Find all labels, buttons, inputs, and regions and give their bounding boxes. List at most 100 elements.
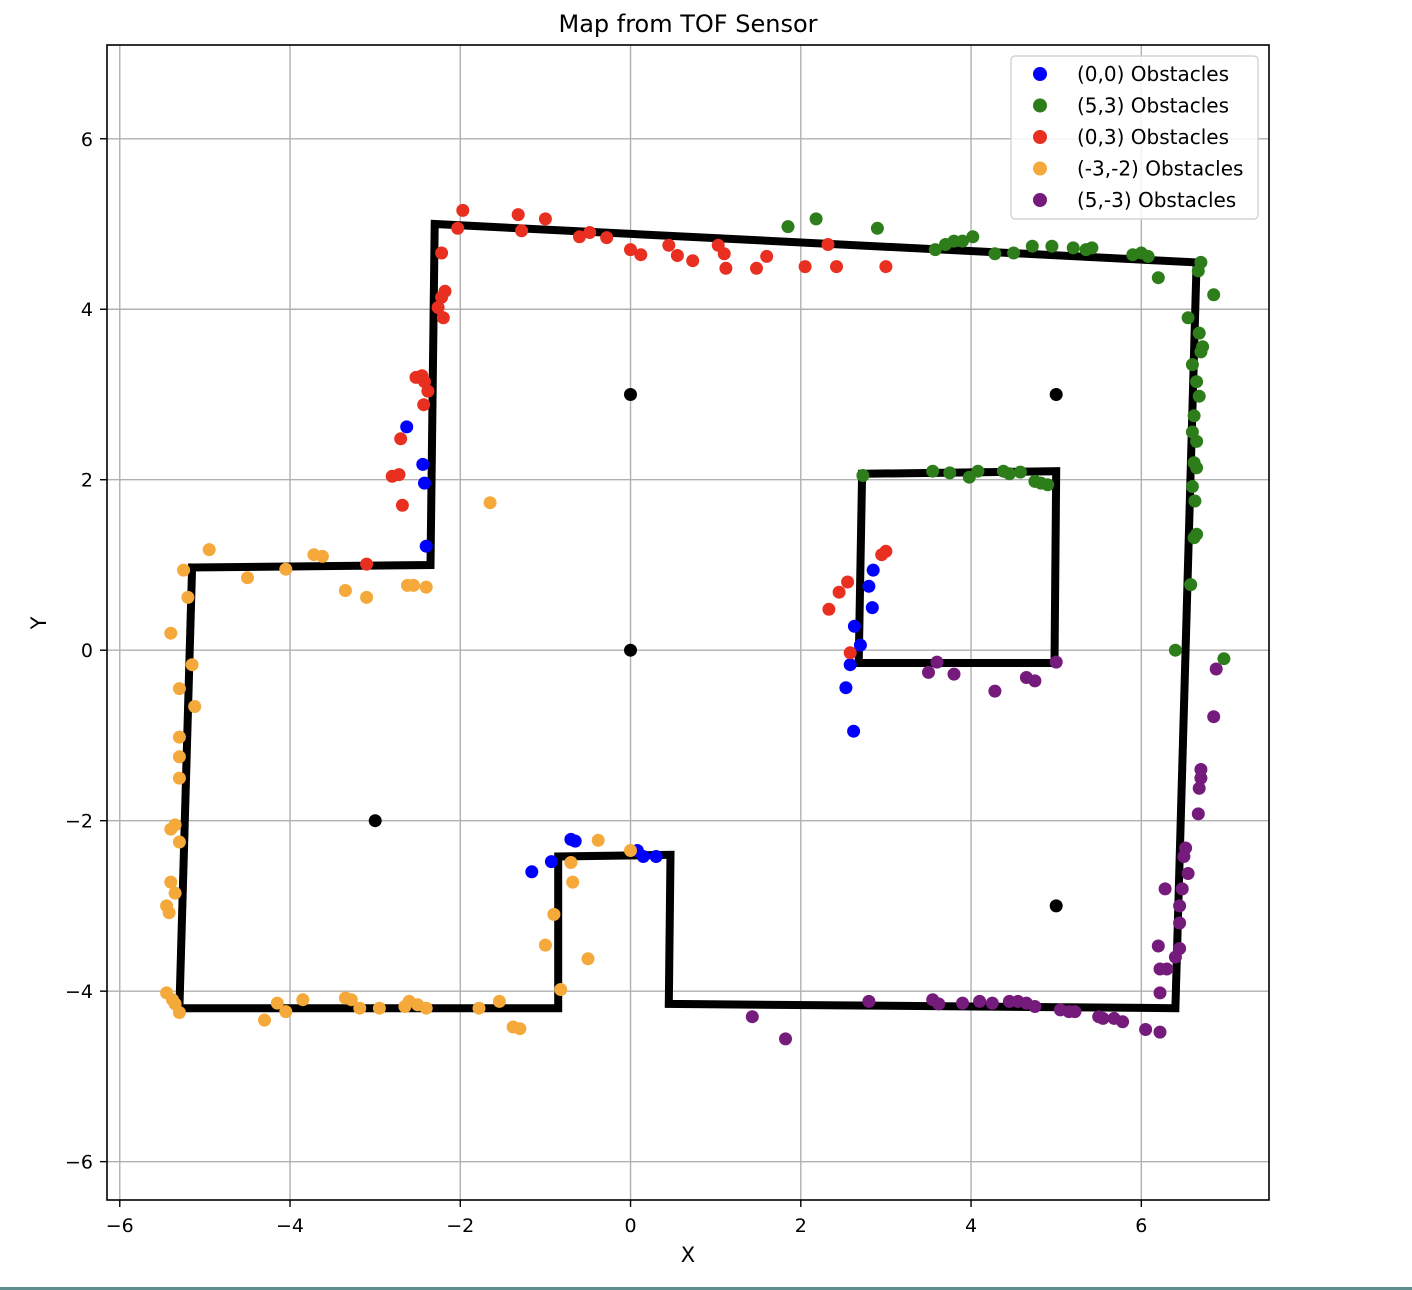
point-series-0 xyxy=(866,563,880,577)
point-series-5 xyxy=(1049,388,1063,401)
point-series-2 xyxy=(394,432,408,446)
legend: (0,0) Obstacles (5,3) Obstacles (0,3) Ob… xyxy=(1010,55,1259,220)
point-series-0 xyxy=(862,579,876,593)
point-series-1 xyxy=(1085,241,1099,255)
point-series-3 xyxy=(407,578,420,592)
legend-marker-1 xyxy=(1033,98,1047,113)
point-series-4 xyxy=(1096,1011,1110,1025)
point-series-4 xyxy=(1160,962,1174,976)
axis-ticks: −6 −4 −2 0 2 4 6 −6 −4 −2 0 2 4 6 xyxy=(65,129,1147,1237)
point-series-0 xyxy=(839,681,853,695)
point-series-5 xyxy=(368,814,382,828)
point-series-2 xyxy=(436,311,450,325)
point-series-1 xyxy=(809,212,823,226)
legend-label-4: (5,-3) Obstacles xyxy=(1077,188,1236,212)
x-tick-label: −6 xyxy=(106,1215,134,1237)
point-series-3 xyxy=(168,886,182,900)
point-series-3 xyxy=(338,584,352,597)
point-series-2 xyxy=(456,203,470,217)
point-series-4 xyxy=(932,997,946,1011)
point-series-1 xyxy=(1141,249,1155,263)
point-series-5 xyxy=(624,388,637,401)
x-tick-label: 6 xyxy=(1135,1215,1147,1237)
point-series-3 xyxy=(172,1006,186,1019)
point-series-3 xyxy=(419,1001,433,1015)
legend-box xyxy=(1010,55,1259,220)
point-series-2 xyxy=(717,247,731,261)
point-series-2 xyxy=(538,212,552,226)
point-series-2 xyxy=(719,261,733,275)
point-series-2 xyxy=(634,248,648,262)
point-series-2 xyxy=(843,646,857,660)
point-series-3 xyxy=(538,938,552,952)
point-series-1 xyxy=(1151,271,1165,285)
point-series-1 xyxy=(943,466,957,480)
point-series-3 xyxy=(591,833,605,847)
point-series-2 xyxy=(670,249,684,262)
point-series-2 xyxy=(511,208,525,222)
point-series-2 xyxy=(431,301,445,314)
point-series-4 xyxy=(1158,882,1172,896)
point-series-2 xyxy=(360,557,374,571)
point-series-4 xyxy=(862,994,876,1008)
point-series-3 xyxy=(164,822,178,836)
point-series-3 xyxy=(419,580,433,594)
point-series-4 xyxy=(1173,942,1187,955)
point-series-3 xyxy=(624,844,637,857)
x-tick-label: 0 xyxy=(624,1215,636,1237)
point-series-4 xyxy=(1207,710,1221,724)
point-series-3 xyxy=(315,549,329,563)
point-series-1 xyxy=(956,234,969,248)
point-series-1 xyxy=(1207,288,1221,302)
point-series-4 xyxy=(956,996,969,1010)
point-series-0 xyxy=(853,638,867,652)
point-series-2 xyxy=(686,254,700,268)
chart-title: Map from TOF Sensor xyxy=(558,10,817,38)
point-series-2 xyxy=(421,384,435,398)
point-series-3 xyxy=(353,1001,367,1015)
point-series-2 xyxy=(385,469,399,483)
point-series-3 xyxy=(513,1022,527,1036)
point-series-0 xyxy=(636,850,650,863)
legend-label-0: (0,0) Obstacles xyxy=(1077,62,1229,86)
point-series-4 xyxy=(1173,916,1187,930)
legend-marker-4 xyxy=(1033,193,1047,207)
point-series-3 xyxy=(554,983,568,996)
point-series-4 xyxy=(1153,986,1167,1000)
point-series-3 xyxy=(181,590,195,604)
point-series-3 xyxy=(492,994,506,1008)
point-series-4 xyxy=(1028,674,1042,688)
point-series-4 xyxy=(947,667,961,681)
point-series-4 xyxy=(1049,655,1063,669)
point-series-3 xyxy=(188,700,202,713)
point-series-2 xyxy=(435,290,449,304)
point-series-2 xyxy=(662,238,676,252)
point-series-4 xyxy=(1192,781,1206,795)
point-series-3 xyxy=(177,563,191,577)
point-series-1 xyxy=(988,247,1002,261)
data-points xyxy=(160,203,1231,1046)
point-series-0 xyxy=(416,457,430,471)
point-series-4 xyxy=(1139,1023,1153,1036)
point-series-0 xyxy=(419,539,433,553)
point-series-2 xyxy=(417,398,431,412)
legend-marker-2 xyxy=(1033,130,1047,144)
y-tick-label: 6 xyxy=(81,129,93,151)
point-series-1 xyxy=(1185,480,1199,493)
point-series-1 xyxy=(971,464,985,478)
point-series-3 xyxy=(172,835,186,849)
point-series-4 xyxy=(1209,662,1223,676)
point-series-1 xyxy=(856,469,870,482)
point-series-3 xyxy=(279,562,293,576)
x-tick-label: −2 xyxy=(446,1215,474,1237)
grid-lines xyxy=(107,45,1269,1200)
x-tick-label: −4 xyxy=(276,1215,304,1237)
y-tick-label: 4 xyxy=(81,299,93,321)
point-series-3 xyxy=(566,875,580,889)
point-series-2 xyxy=(600,231,614,245)
point-series-3 xyxy=(185,658,199,672)
point-series-1 xyxy=(966,230,980,244)
point-series-1 xyxy=(1025,239,1039,253)
point-series-2 xyxy=(750,261,763,275)
point-series-1 xyxy=(926,464,940,478)
